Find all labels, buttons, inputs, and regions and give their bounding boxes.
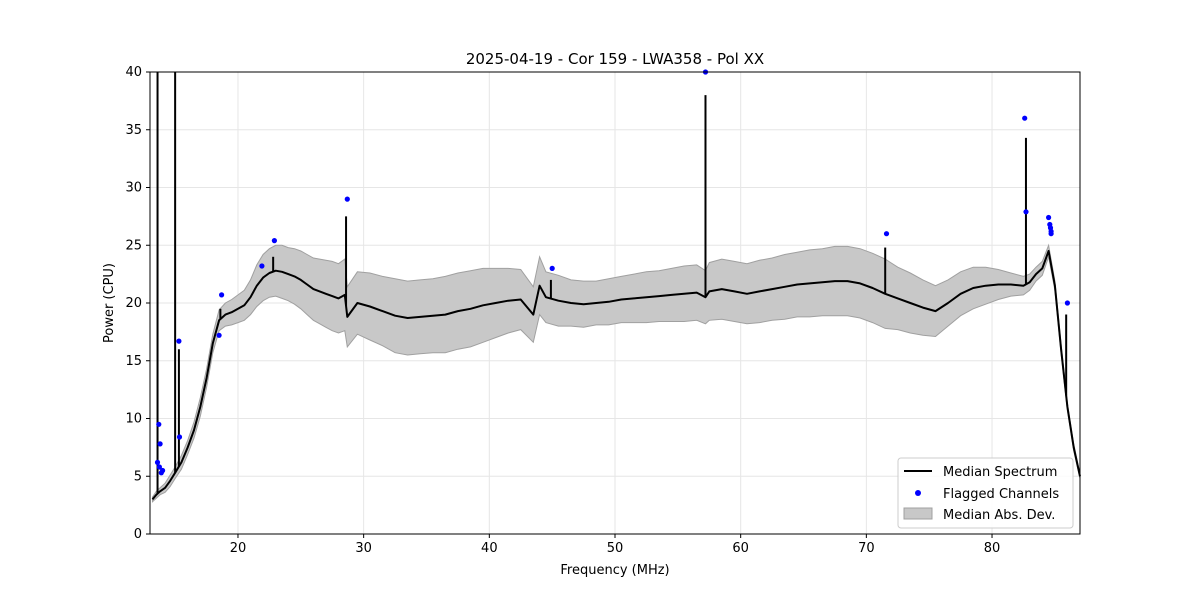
flagged-channel-point [157,441,163,447]
y-tick-label: 15 [125,354,142,369]
legend-point-swatch [915,490,921,496]
flagged-channel-point [219,292,225,298]
legend-median-label: Median Spectrum [943,465,1057,480]
y-axis-ticks: 0 5 10 15 20 25 30 35 40 [125,65,150,542]
flagged-channel-point [1046,214,1052,221]
flagged-channel-point [271,238,277,244]
flagged-channel-point [1048,231,1054,237]
legend: Median Spectrum Flagged Channels Median … [897,457,1074,529]
flagged-channel-point [1022,115,1028,121]
x-tick-label: 40 [481,541,498,556]
x-tick-label: 70 [858,541,875,556]
y-tick-label: 25 [125,238,142,253]
chart-title: 2025-04-19 - Cor 159 - LWA358 - Pol XX [466,50,764,68]
flagged-channel-point [176,434,183,440]
flagged-channel-point [1064,300,1070,306]
x-tick-label: 80 [984,541,1001,556]
y-tick-label: 5 [134,469,142,484]
x-tick-label: 20 [230,541,247,556]
x-tick-label: 50 [607,541,624,556]
flagged-points-layer [154,69,1070,476]
x-tick-label: 60 [732,541,749,556]
y-tick-label: 0 [134,527,142,542]
x-axis-ticks: 20 30 40 50 60 70 80 [230,534,1001,556]
y-axis-label: Power (CPU) [102,263,117,343]
y-tick-label: 10 [125,412,142,427]
x-tick-label: 30 [355,541,372,556]
x-axis-label: Frequency (MHz) [560,563,669,578]
y-tick-label: 30 [125,181,142,196]
legend-flagged-label: Flagged Channels [943,487,1059,502]
flagged-channel-point [176,338,182,344]
y-tick-label: 35 [125,123,142,138]
y-tick-label: 40 [125,65,142,80]
flagged-channel-point [883,231,890,237]
flagged-channel-point [1023,209,1029,215]
flagged-channel-point [154,459,161,465]
flagged-channel-point [259,263,265,269]
legend-band-swatch [903,507,933,520]
flagged-channel-point [344,196,350,202]
flagged-channel-point [156,421,162,427]
flagged-channel-point [549,265,555,271]
legend-box [897,457,1074,529]
median-spectrum-line [151,250,1081,501]
y-tick-label: 20 [125,296,142,311]
flagged-channel-point [160,467,166,474]
flagged-channel-point [156,464,162,470]
legend-mad-label: Median Abs. Dev. [943,508,1055,523]
flagged-channel-point [216,332,222,338]
